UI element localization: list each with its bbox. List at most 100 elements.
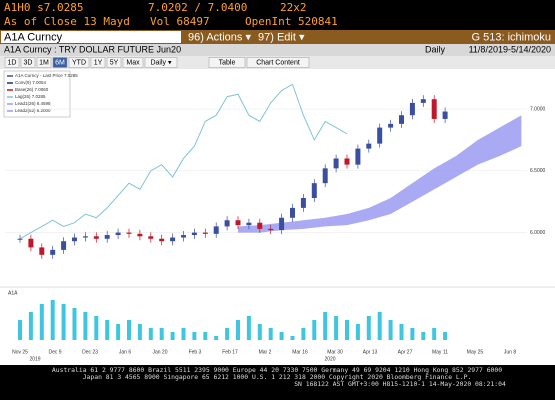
candle-body: [28, 238, 34, 248]
x-tick-label: Mar 16: [292, 349, 308, 355]
histogram-bar: [170, 332, 175, 340]
footer-line: Australia 61 2 9777 8600 Brazil 5511 239…: [52, 366, 502, 374]
histogram-bar: [72, 308, 77, 340]
histogram-bar: [159, 328, 164, 340]
button-label[interactable]: YTD: [72, 59, 86, 66]
button-label[interactable]: 5Y: [110, 59, 119, 66]
histogram-bar: [50, 300, 55, 340]
edit-menu[interactable]: 97) Edit ▾: [258, 31, 305, 43]
size: 22x2: [280, 1, 307, 14]
histogram-bar: [279, 332, 284, 340]
histogram-bar: [410, 328, 415, 340]
candle-body: [311, 183, 317, 198]
candle-body: [181, 235, 186, 238]
y-tick-label: 7.0000: [530, 106, 546, 112]
histogram-bar: [148, 328, 153, 340]
histogram-bar: [181, 328, 186, 340]
button[interactable]: [4, 57, 20, 68]
lagging-line: [19, 83, 348, 240]
button[interactable]: [122, 57, 144, 68]
button-label[interactable]: Table: [219, 59, 236, 66]
x-tick-label: Jan 6: [119, 349, 131, 355]
x-tick-label: Jun 8: [504, 349, 516, 355]
button[interactable]: [246, 57, 310, 68]
actions-menu[interactable]: 96) Actions ▾: [188, 31, 251, 43]
histogram-bar: [214, 336, 219, 340]
button[interactable]: [144, 57, 178, 68]
frequency: Daily: [425, 44, 446, 54]
security[interactable]: A1A Curncy: [4, 31, 63, 43]
x-tick-label: Jan 20: [152, 349, 167, 355]
x-tick-label: Dec 23: [82, 349, 98, 355]
candle-body: [61, 241, 67, 250]
year-label: 2019: [29, 356, 40, 362]
candle-body: [159, 238, 165, 242]
histogram-bar: [105, 320, 110, 340]
x-tick-label: May 11: [432, 349, 448, 355]
candle-body: [235, 220, 241, 226]
ichimoku-cloud: [238, 115, 522, 233]
histogram-bar: [443, 332, 448, 340]
legend-entry: Conv(9) 7.0054: [15, 80, 47, 85]
chart-bg: [0, 69, 555, 365]
security-box[interactable]: [1, 31, 181, 43]
candle-body: [442, 111, 448, 119]
candle-body: [366, 143, 372, 149]
candle-body: [148, 236, 154, 239]
lower-title: A1A: [8, 290, 18, 296]
candle-body: [115, 232, 121, 236]
histogram-bar: [116, 324, 121, 340]
candle-body: [224, 220, 230, 227]
button-label[interactable]: Daily ▾: [150, 59, 172, 66]
button[interactable]: [20, 57, 36, 68]
histogram-bar: [399, 324, 404, 340]
candle-body: [93, 236, 99, 239]
candle-body: [322, 168, 328, 184]
candle-body: [202, 232, 208, 234]
x-tick-label: Nov 25: [12, 349, 28, 355]
x-tick-label: Apr 27: [398, 349, 413, 355]
button[interactable]: [52, 57, 68, 68]
legend-entry: Lag(26) 7.0285: [15, 94, 46, 99]
button-label[interactable]: 1Y: [94, 59, 103, 66]
button-label[interactable]: 1D: [8, 59, 17, 66]
bid-ask: 7.0202 / 7.0400: [148, 1, 247, 14]
histogram-bar: [323, 312, 328, 340]
button[interactable]: [68, 57, 90, 68]
x-tick-label: Feb 3: [189, 349, 202, 355]
button[interactable]: [106, 57, 122, 68]
x-tick-label: Apr 13: [363, 349, 378, 355]
histogram-bar: [137, 324, 142, 340]
x-tick-label: Mar 2: [259, 349, 272, 355]
button-label[interactable]: Chart Content: [256, 59, 300, 66]
histogram-bar: [377, 312, 382, 340]
x-tick-label: May 25: [467, 349, 484, 355]
date-range: 11/8/2019-5/14/2020: [469, 44, 551, 54]
histogram-bar: [312, 320, 317, 340]
button[interactable]: [90, 57, 106, 68]
button[interactable]: [208, 57, 246, 68]
histogram-bar: [421, 332, 426, 340]
button-label[interactable]: 3D: [24, 59, 33, 66]
histogram-bar: [366, 316, 371, 340]
histogram-bar: [355, 324, 360, 340]
y-tick-label: 6.5000: [530, 168, 546, 174]
histogram-bar: [39, 304, 44, 340]
footer-line: SN 168122 AST GMT+3:00 H815-1210-1 14-Ma…: [294, 380, 506, 388]
histogram-bar: [83, 312, 88, 340]
histogram-bar: [203, 332, 208, 340]
button-label[interactable]: 1M: [39, 59, 49, 66]
candle-body: [399, 115, 404, 124]
histogram-bar: [192, 332, 197, 340]
histogram-bar: [94, 316, 99, 340]
candle-body: [344, 158, 350, 165]
histogram-bar: [127, 320, 131, 340]
candle-body: [213, 226, 219, 234]
footer-bg: [0, 365, 555, 400]
histogram-bar: [257, 324, 262, 340]
button[interactable]: [36, 57, 52, 68]
candle-body: [355, 148, 361, 165]
button-label[interactable]: Max: [126, 59, 140, 66]
button-label[interactable]: 6M: [55, 59, 65, 66]
open-int: OpenInt 520841: [245, 15, 338, 28]
